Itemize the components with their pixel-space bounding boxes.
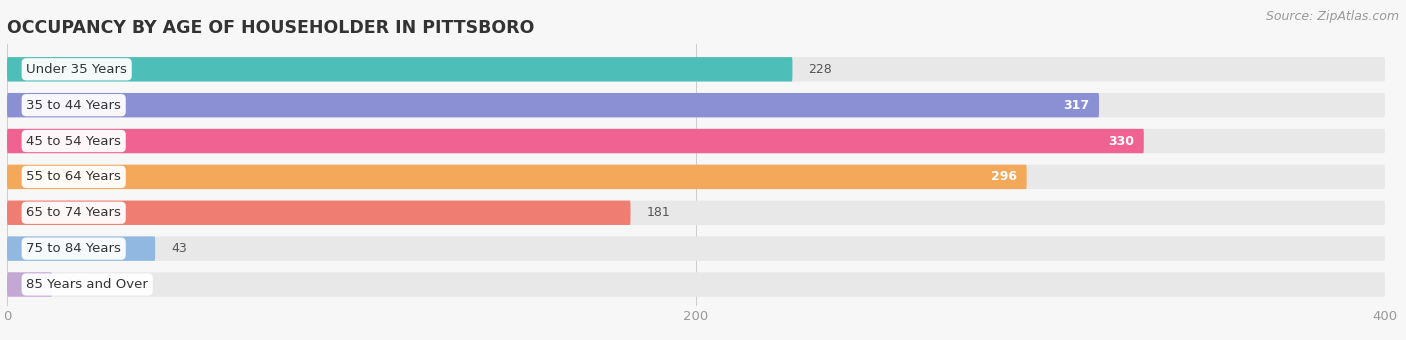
Text: 45 to 54 Years: 45 to 54 Years (27, 135, 121, 148)
FancyBboxPatch shape (7, 236, 1385, 261)
FancyBboxPatch shape (7, 129, 1144, 153)
FancyBboxPatch shape (7, 129, 1385, 153)
Text: 228: 228 (808, 63, 832, 76)
FancyBboxPatch shape (7, 272, 52, 297)
Text: 330: 330 (1108, 135, 1135, 148)
Text: 13: 13 (67, 278, 83, 291)
FancyBboxPatch shape (7, 93, 1099, 117)
Text: 181: 181 (647, 206, 671, 219)
Text: 75 to 84 Years: 75 to 84 Years (27, 242, 121, 255)
Text: 317: 317 (1063, 99, 1090, 112)
FancyBboxPatch shape (7, 236, 155, 261)
Text: Source: ZipAtlas.com: Source: ZipAtlas.com (1265, 10, 1399, 23)
Text: 85 Years and Over: 85 Years and Over (27, 278, 148, 291)
Text: 43: 43 (172, 242, 187, 255)
Text: 296: 296 (991, 170, 1017, 183)
Text: OCCUPANCY BY AGE OF HOUSEHOLDER IN PITTSBORO: OCCUPANCY BY AGE OF HOUSEHOLDER IN PITTS… (7, 19, 534, 37)
FancyBboxPatch shape (7, 201, 1385, 225)
Text: 65 to 74 Years: 65 to 74 Years (27, 206, 121, 219)
FancyBboxPatch shape (7, 201, 630, 225)
Text: Under 35 Years: Under 35 Years (27, 63, 127, 76)
FancyBboxPatch shape (7, 57, 1385, 82)
Text: 35 to 44 Years: 35 to 44 Years (27, 99, 121, 112)
FancyBboxPatch shape (7, 165, 1026, 189)
Text: 55 to 64 Years: 55 to 64 Years (27, 170, 121, 183)
FancyBboxPatch shape (7, 272, 1385, 297)
FancyBboxPatch shape (7, 57, 793, 82)
FancyBboxPatch shape (7, 165, 1385, 189)
FancyBboxPatch shape (7, 93, 1385, 117)
